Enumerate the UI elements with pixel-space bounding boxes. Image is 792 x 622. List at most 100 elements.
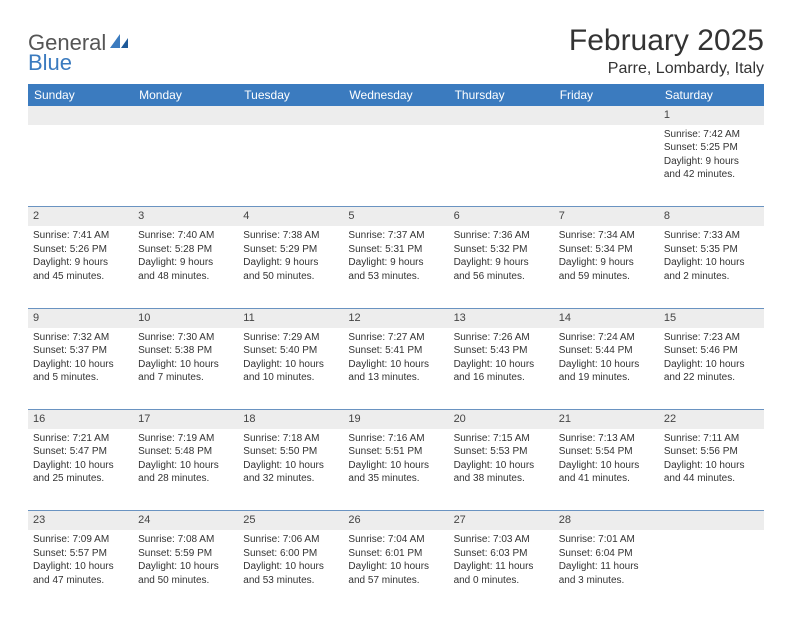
day-number: 3 xyxy=(138,210,144,222)
weekday-header: Wednesday xyxy=(343,84,448,106)
daynum-cell: 15 xyxy=(659,308,764,327)
daynum-cell xyxy=(238,106,343,125)
day-cell: Sunrise: 7:13 AMSunset: 5:54 PMDaylight:… xyxy=(554,429,659,511)
daylight-line: Daylight: 10 hours xyxy=(243,358,338,372)
day-number: 4 xyxy=(243,210,249,222)
day-cell: Sunrise: 7:04 AMSunset: 6:01 PMDaylight:… xyxy=(343,530,448,612)
daynum-cell: 23 xyxy=(28,511,133,530)
daylight-line: Daylight: 10 hours xyxy=(664,358,759,372)
daynum-cell: 10 xyxy=(133,308,238,327)
weekday-header: Monday xyxy=(133,84,238,106)
daylight-line: and 53 minutes. xyxy=(243,574,338,588)
daylight-line: Daylight: 10 hours xyxy=(348,459,443,473)
day-number: 20 xyxy=(454,413,466,425)
daynum-cell: 26 xyxy=(343,511,448,530)
daylight-line: and 5 minutes. xyxy=(33,371,128,385)
calendar-body: 1Sunrise: 7:42 AMSunset: 5:25 PMDaylight… xyxy=(28,106,764,612)
day-cell: Sunrise: 7:37 AMSunset: 5:31 PMDaylight:… xyxy=(343,226,448,308)
daynum-cell: 3 xyxy=(133,207,238,226)
day-cell xyxy=(343,125,448,207)
daylight-line: Daylight: 10 hours xyxy=(138,459,233,473)
sunrise-line: Sunrise: 7:18 AM xyxy=(243,432,338,446)
daylight-line: and 59 minutes. xyxy=(559,270,654,284)
sunrise-line: Sunrise: 7:24 AM xyxy=(559,331,654,345)
sunset-line: Sunset: 5:53 PM xyxy=(454,445,549,459)
day-number: 10 xyxy=(138,312,150,324)
daylight-line: and 22 minutes. xyxy=(664,371,759,385)
sunrise-line: Sunrise: 7:16 AM xyxy=(348,432,443,446)
sail-icon xyxy=(108,32,130,53)
day-number: 19 xyxy=(348,413,360,425)
daynum-cell xyxy=(28,106,133,125)
day-number: 6 xyxy=(454,210,460,222)
daylight-line: Daylight: 10 hours xyxy=(33,459,128,473)
sunrise-line: Sunrise: 7:38 AM xyxy=(243,229,338,243)
sunrise-line: Sunrise: 7:21 AM xyxy=(33,432,128,446)
daylight-line: and 38 minutes. xyxy=(454,472,549,486)
weekday-header: Saturday xyxy=(659,84,764,106)
day-number: 22 xyxy=(664,413,676,425)
sunrise-line: Sunrise: 7:29 AM xyxy=(243,331,338,345)
daynum-cell: 4 xyxy=(238,207,343,226)
day-number: 5 xyxy=(348,210,354,222)
week-row: Sunrise: 7:21 AMSunset: 5:47 PMDaylight:… xyxy=(28,429,764,511)
day-cell: Sunrise: 7:15 AMSunset: 5:53 PMDaylight:… xyxy=(449,429,554,511)
day-cell: Sunrise: 7:11 AMSunset: 5:56 PMDaylight:… xyxy=(659,429,764,511)
sunset-line: Sunset: 5:40 PM xyxy=(243,344,338,358)
brand-word-2: Blue xyxy=(28,50,72,75)
day-cell xyxy=(133,125,238,207)
daylight-line: Daylight: 10 hours xyxy=(664,459,759,473)
daylight-line: and 28 minutes. xyxy=(138,472,233,486)
day-number: 28 xyxy=(559,514,571,526)
sunrise-line: Sunrise: 7:04 AM xyxy=(348,533,443,547)
daynum-cell: 14 xyxy=(554,308,659,327)
daylight-line: and 42 minutes. xyxy=(664,168,759,182)
day-cell: Sunrise: 7:42 AMSunset: 5:25 PMDaylight:… xyxy=(659,125,764,207)
sunrise-line: Sunrise: 7:34 AM xyxy=(559,229,654,243)
sunset-line: Sunset: 5:35 PM xyxy=(664,243,759,257)
daylight-line: and 50 minutes. xyxy=(138,574,233,588)
sunset-line: Sunset: 5:50 PM xyxy=(243,445,338,459)
daylight-line: Daylight: 10 hours xyxy=(138,560,233,574)
sunset-line: Sunset: 6:00 PM xyxy=(243,547,338,561)
daynum-cell xyxy=(659,511,764,530)
daylight-line: and 10 minutes. xyxy=(243,371,338,385)
day-number: 26 xyxy=(348,514,360,526)
sunrise-line: Sunrise: 7:06 AM xyxy=(243,533,338,547)
day-cell xyxy=(449,125,554,207)
week-row: Sunrise: 7:09 AMSunset: 5:57 PMDaylight:… xyxy=(28,530,764,612)
sunset-line: Sunset: 5:26 PM xyxy=(33,243,128,257)
daynum-cell: 11 xyxy=(238,308,343,327)
daylight-line: Daylight: 10 hours xyxy=(33,358,128,372)
day-number: 9 xyxy=(33,312,39,324)
day-cell: Sunrise: 7:27 AMSunset: 5:41 PMDaylight:… xyxy=(343,328,448,410)
sunset-line: Sunset: 6:01 PM xyxy=(348,547,443,561)
sunrise-line: Sunrise: 7:40 AM xyxy=(138,229,233,243)
sunrise-line: Sunrise: 7:42 AM xyxy=(664,128,759,142)
day-cell: Sunrise: 7:01 AMSunset: 6:04 PMDaylight:… xyxy=(554,530,659,612)
daylight-line: Daylight: 9 hours xyxy=(33,256,128,270)
day-cell: Sunrise: 7:18 AMSunset: 5:50 PMDaylight:… xyxy=(238,429,343,511)
daynum-cell: 18 xyxy=(238,410,343,429)
sunrise-line: Sunrise: 7:33 AM xyxy=(664,229,759,243)
day-cell: Sunrise: 7:16 AMSunset: 5:51 PMDaylight:… xyxy=(343,429,448,511)
daynum-cell: 19 xyxy=(343,410,448,429)
calendar-page: General Blue February 2025 Parre, Lombar… xyxy=(0,0,792,622)
day-cell: Sunrise: 7:38 AMSunset: 5:29 PMDaylight:… xyxy=(238,226,343,308)
day-cell: Sunrise: 7:23 AMSunset: 5:46 PMDaylight:… xyxy=(659,328,764,410)
sunset-line: Sunset: 5:43 PM xyxy=(454,344,549,358)
daylight-line: and 45 minutes. xyxy=(33,270,128,284)
daylight-line: and 53 minutes. xyxy=(348,270,443,284)
daynum-cell: 6 xyxy=(449,207,554,226)
calendar-grid: Sunday Monday Tuesday Wednesday Thursday… xyxy=(28,84,764,612)
daylight-line: and 0 minutes. xyxy=(454,574,549,588)
daylight-line: and 44 minutes. xyxy=(664,472,759,486)
daynum-cell xyxy=(554,106,659,125)
sunrise-line: Sunrise: 7:01 AM xyxy=(559,533,654,547)
daynum-cell: 9 xyxy=(28,308,133,327)
day-number: 11 xyxy=(243,312,254,324)
daynum-cell: 12 xyxy=(343,308,448,327)
day-cell xyxy=(238,125,343,207)
daylight-line: Daylight: 10 hours xyxy=(454,358,549,372)
sunrise-line: Sunrise: 7:15 AM xyxy=(454,432,549,446)
